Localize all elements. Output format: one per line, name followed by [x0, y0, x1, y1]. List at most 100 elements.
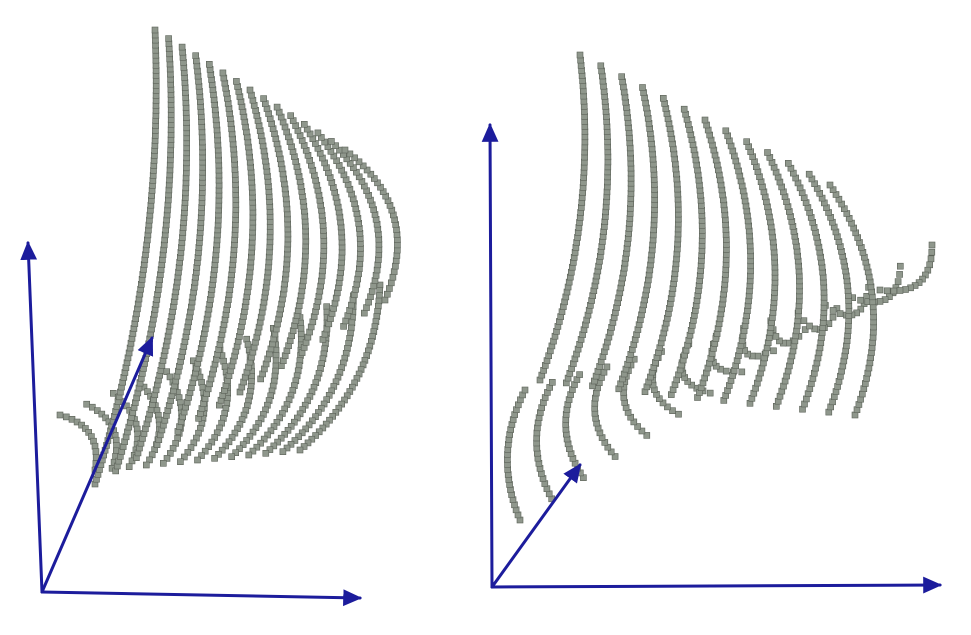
voxel	[151, 26, 159, 34]
voxel	[639, 84, 646, 91]
voxel-ribbon-upper-5	[641, 95, 682, 396]
voxel	[576, 371, 583, 378]
voxel	[634, 423, 641, 430]
voxel	[664, 403, 671, 411]
voxel	[219, 69, 227, 77]
voxel	[83, 400, 90, 408]
voxel	[319, 424, 327, 432]
voxel	[688, 381, 696, 389]
voxel	[826, 181, 834, 189]
voxel-ribbon-upper-15	[341, 146, 401, 304]
voxel-ribbon-upper-1	[91, 26, 160, 488]
voxel	[312, 432, 319, 439]
voxel	[232, 449, 239, 457]
voxel	[194, 456, 201, 464]
voxel	[836, 310, 844, 317]
voxel	[328, 138, 335, 145]
voxel	[896, 262, 904, 270]
voxel-surface	[56, 26, 401, 488]
voxel	[270, 442, 278, 450]
z-axis	[490, 463, 582, 589]
voxel	[279, 448, 287, 456]
voxel	[239, 441, 247, 448]
voxel-ribbon-lower-2	[533, 378, 556, 503]
voxel	[659, 95, 667, 102]
z-axis	[40, 336, 154, 594]
voxel	[675, 410, 682, 418]
voxel	[355, 158, 363, 166]
x-axis	[490, 576, 943, 594]
voxel	[321, 138, 329, 146]
voxel	[926, 261, 934, 269]
voxel	[198, 452, 205, 459]
voxel	[233, 78, 240, 85]
voxel-ribbon-upper-7	[694, 116, 730, 401]
voxel-ribbon-upper-1	[536, 51, 589, 384]
voxel	[829, 313, 837, 321]
voxel-ribbon-upper-13	[826, 181, 877, 419]
voxel	[167, 450, 174, 457]
y-axis	[481, 122, 499, 589]
voxel	[110, 389, 117, 397]
voxel	[603, 363, 611, 371]
voxel	[125, 463, 133, 471]
voxel	[367, 170, 375, 178]
voxel	[801, 326, 809, 333]
voxel	[283, 444, 291, 452]
voxel	[205, 443, 212, 451]
left-panel	[20, 26, 401, 607]
voxel-ribbon-upper-7	[216, 78, 257, 409]
voxel	[298, 429, 306, 437]
voxel	[291, 437, 299, 444]
voxel	[273, 103, 281, 111]
voxel	[253, 443, 261, 451]
voxel	[317, 134, 325, 141]
voxel	[351, 154, 358, 162]
voxel-ribbon-upper-9	[743, 138, 779, 407]
voxel	[62, 413, 70, 421]
voxel	[215, 450, 222, 458]
voxel	[260, 95, 267, 102]
voxel	[260, 435, 268, 443]
voxel	[274, 438, 281, 446]
voxel	[222, 442, 229, 450]
voxel-ribbon-upper-12	[300, 121, 346, 343]
voxel	[883, 287, 891, 295]
voxel	[638, 427, 646, 435]
voxel-ribbon-upper-6	[667, 105, 706, 398]
voxel	[181, 453, 188, 461]
voxel-ribbon-upper-3	[589, 73, 635, 390]
voxel-ribbon-upper-8	[236, 86, 274, 396]
voxel	[876, 286, 884, 294]
voxel	[618, 73, 626, 80]
voxel-ribbon-lower-1	[504, 386, 529, 524]
voxel	[94, 407, 101, 414]
voxel	[669, 407, 676, 415]
voxel	[277, 434, 285, 442]
axes-triad	[20, 240, 363, 607]
voxel-ribbon-upper-14	[328, 138, 383, 317]
voxel	[857, 296, 864, 304]
voxel	[576, 51, 584, 59]
voxel	[928, 248, 936, 256]
voxel-ribbon-upper-12	[805, 170, 853, 416]
voxel	[264, 431, 271, 439]
voxel	[754, 352, 762, 360]
voxel	[257, 439, 264, 447]
voxel	[92, 448, 100, 455]
voxel	[246, 86, 254, 94]
voxel	[56, 411, 64, 419]
voxel	[225, 438, 233, 446]
voxel	[243, 437, 250, 444]
voxel-ribbon-lower-14	[876, 241, 936, 295]
voxel	[287, 440, 295, 448]
voxel-ribbon-upper-2	[562, 62, 612, 387]
voxel	[308, 435, 316, 443]
voxel	[607, 448, 615, 456]
voxel	[659, 399, 667, 407]
voxel	[287, 112, 295, 119]
voxel-ribbon-upper-10	[764, 149, 803, 410]
voxel	[305, 421, 313, 429]
voxel-ribbon-upper-8	[720, 127, 754, 404]
voxel	[680, 105, 688, 113]
